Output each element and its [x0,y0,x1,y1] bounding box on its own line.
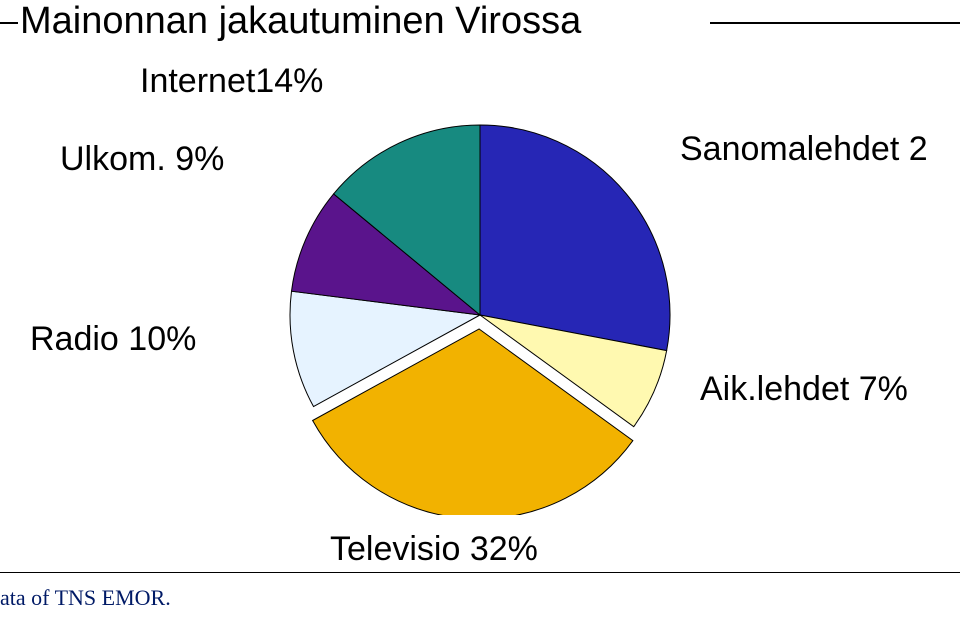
source-text: ata of TNS EMOR. [0,585,171,611]
pie-slice-sanomalehdet [480,125,670,351]
label-internet: Internet14% [140,62,323,101]
title-rule-left [0,22,18,24]
label-televisio: Televisio 32% [330,530,538,569]
label-radio: Radio 10% [30,320,196,359]
label-ulkom: Ulkom. 9% [60,140,224,179]
pie-svg [280,115,680,515]
chart-title: Mainonnan jakautuminen Virossa [20,0,581,43]
title-rule-right [710,22,960,24]
label-sanomalehdet: Sanomalehdet 2 [680,130,928,169]
pie-chart [280,115,680,515]
label-aiklehdet: Aik.lehdet 7% [700,370,908,409]
footer-rule [0,572,960,573]
